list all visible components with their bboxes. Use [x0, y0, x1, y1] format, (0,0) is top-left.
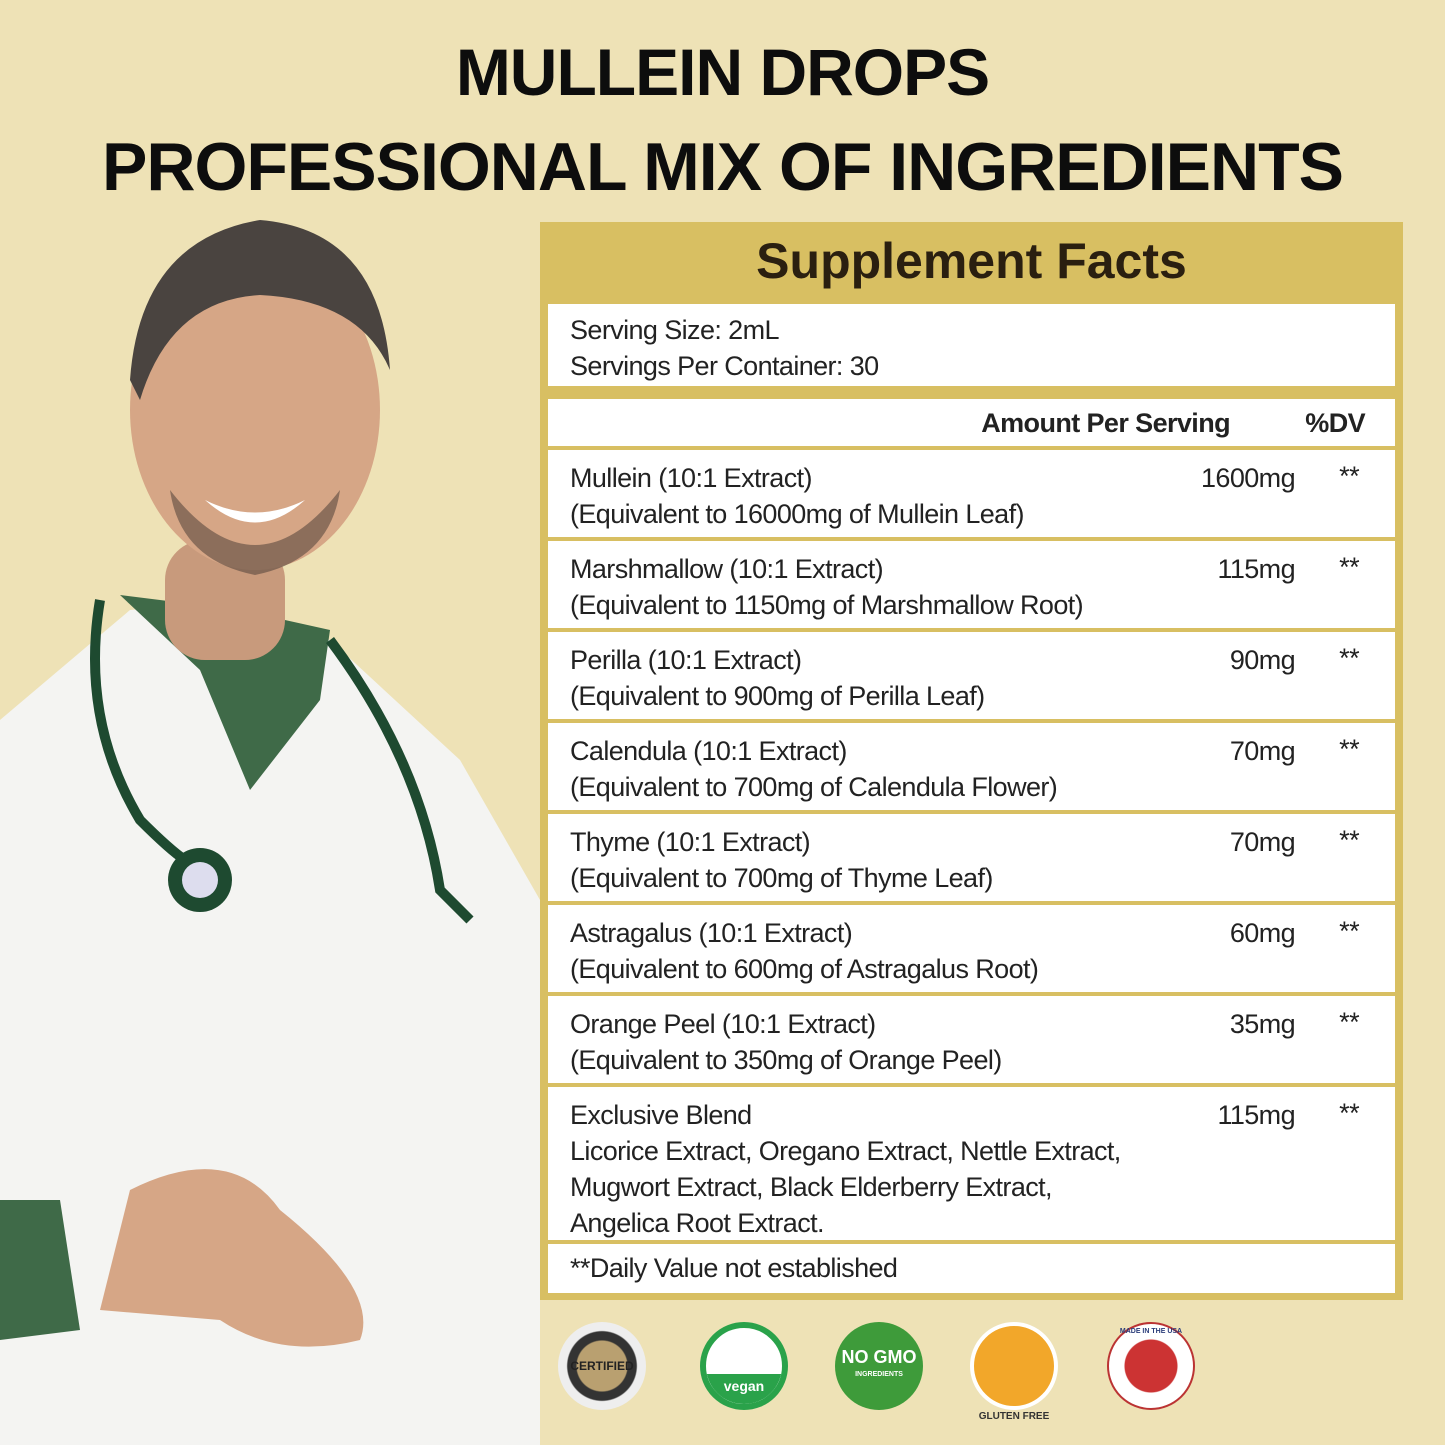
- ingredient-name: Orange Peel (10:1 Extract): [570, 1009, 876, 1039]
- made-in-usa-icon: MADE IN THE USA: [1107, 1322, 1195, 1410]
- no-gmo-icon: NO GMO INGREDIENTS: [835, 1322, 923, 1410]
- badge-label: CERTIFIED: [570, 1359, 634, 1373]
- ingredient-equivalent: (Equivalent to 16000mg of Mullein Leaf): [570, 499, 1024, 529]
- ingredient-equivalent: (Equivalent to 600mg of Astragalus Root): [570, 954, 1039, 984]
- badge-label: NO GMO: [841, 1347, 917, 1367]
- badges-row: CERTIFIED vegan NO GMO INGREDIENTS GLUTEN…: [555, 1322, 1205, 1422]
- supplement-facts-title: Supplement Facts: [756, 233, 1187, 289]
- ingredient-equivalent: (Equivalent to 350mg of Orange Peel): [570, 1045, 1002, 1075]
- serving-size: Serving Size: 2mL: [570, 315, 780, 345]
- supplement-facts-panel: Supplement Facts Serving Size: 2mL Servi…: [540, 222, 1403, 1300]
- serving-info: Serving Size: 2mL Servings Per Container…: [548, 304, 1395, 386]
- ingredient-dv: **: [1339, 461, 1359, 491]
- ingredient-dv: **: [1339, 734, 1359, 764]
- ingredient-amount: 60mg: [1229, 918, 1296, 948]
- certified-seal-icon: CERTIFIED: [558, 1322, 646, 1410]
- ingredient-dv: **: [1339, 825, 1359, 855]
- amount-header: Amount Per Serving: [981, 408, 1230, 438]
- ingredient-amount: 115mg: [1217, 554, 1295, 584]
- blend-line: Angelica Root Extract.: [570, 1208, 825, 1238]
- ingredient-dv: **: [1339, 916, 1359, 946]
- ingredient-row: Perilla (10:1 Extract) (Equivalent to 900…: [548, 632, 1395, 719]
- gluten-free-icon: GLUTEN FREE: [970, 1322, 1058, 1422]
- ingredient-amount: 115mg: [1217, 1100, 1295, 1130]
- ingredient-equivalent: (Equivalent to 700mg of Calendula Flower…: [570, 772, 1058, 802]
- vegan-leaf-icon: vegan: [700, 1322, 788, 1410]
- ingredient-name: Mullein (10:1 Extract): [570, 463, 812, 493]
- footnote: **Daily Value not established: [548, 1244, 1395, 1293]
- ingredient-dv: **: [1339, 1007, 1359, 1037]
- exclusive-blend-row: Exclusive Blend Licorice Extract, Oregan…: [548, 1087, 1395, 1240]
- doctor-photo: [0, 220, 540, 1445]
- ingredient-row: Astragalus (10:1 Extract) (Equivalent to …: [548, 905, 1395, 992]
- ingredient-name: Thyme (10:1 Extract): [570, 827, 811, 857]
- ingredient-name: Exclusive Blend: [570, 1100, 752, 1130]
- ingredient-amount: 35mg: [1229, 1009, 1296, 1039]
- ingredient-amount: 90mg: [1229, 645, 1296, 675]
- column-headers: Amount Per Serving %DV: [548, 399, 1395, 446]
- ingredient-row: Calendula (10:1 Extract) (Equivalent to 7…: [548, 723, 1395, 810]
- ingredient-row: Thyme (10:1 Extract) (Equivalent to 700mg…: [548, 814, 1395, 901]
- ingredient-name: Perilla (10:1 Extract): [570, 645, 802, 675]
- ingredient-amount: 1600mg: [1201, 463, 1296, 493]
- ingredient-equivalent: (Equivalent to 700mg of Thyme Leaf): [570, 863, 993, 893]
- ingredient-dv: **: [1339, 552, 1359, 582]
- headline: MULLEIN DROPS: [455, 35, 990, 109]
- subheadline: PROFESSIONAL MIX OF INGREDIENTS: [102, 129, 1344, 205]
- ingredient-dv: **: [1339, 1098, 1359, 1128]
- ingredient-row: Marshmallow (10:1 Extract) (Equivalent to…: [548, 541, 1395, 628]
- blend-line: Licorice Extract, Oregano Extract, Nettl…: [570, 1136, 1121, 1166]
- ingredient-amount: 70mg: [1229, 736, 1296, 766]
- ingredient-amount: 70mg: [1229, 827, 1296, 857]
- badge-label: MADE IN THE USA: [1119, 1328, 1183, 1335]
- servings-per-container: Servings Per Container: 30: [570, 351, 879, 381]
- ingredient-dv: **: [1339, 643, 1359, 673]
- ingredient-name: Calendula (10:1 Extract): [570, 736, 847, 766]
- dv-header: %DV: [1305, 408, 1365, 438]
- ingredient-row: Mullein (10:1 Extract) (Equivalent to 160…: [548, 450, 1395, 537]
- ingredient-name: Marshmallow (10:1 Extract): [570, 554, 884, 584]
- ingredient-name: Astragalus (10:1 Extract): [570, 918, 853, 948]
- ingredient-equivalent: (Equivalent to 900mg of Perilla Leaf): [570, 681, 985, 711]
- badge-label: vegan: [706, 1374, 782, 1404]
- ingredient-equivalent: (Equivalent to 1150mg of Marshmallow Roo…: [570, 590, 1084, 620]
- badge-label: GLUTEN FREE: [978, 1411, 1050, 1422]
- ingredient-row: Orange Peel (10:1 Extract) (Equivalent to…: [548, 996, 1395, 1083]
- badge-sublabel: INGREDIENTS: [855, 1371, 903, 1378]
- blend-line: Mugwort Extract, Black Elderberry Extrac…: [570, 1172, 1053, 1202]
